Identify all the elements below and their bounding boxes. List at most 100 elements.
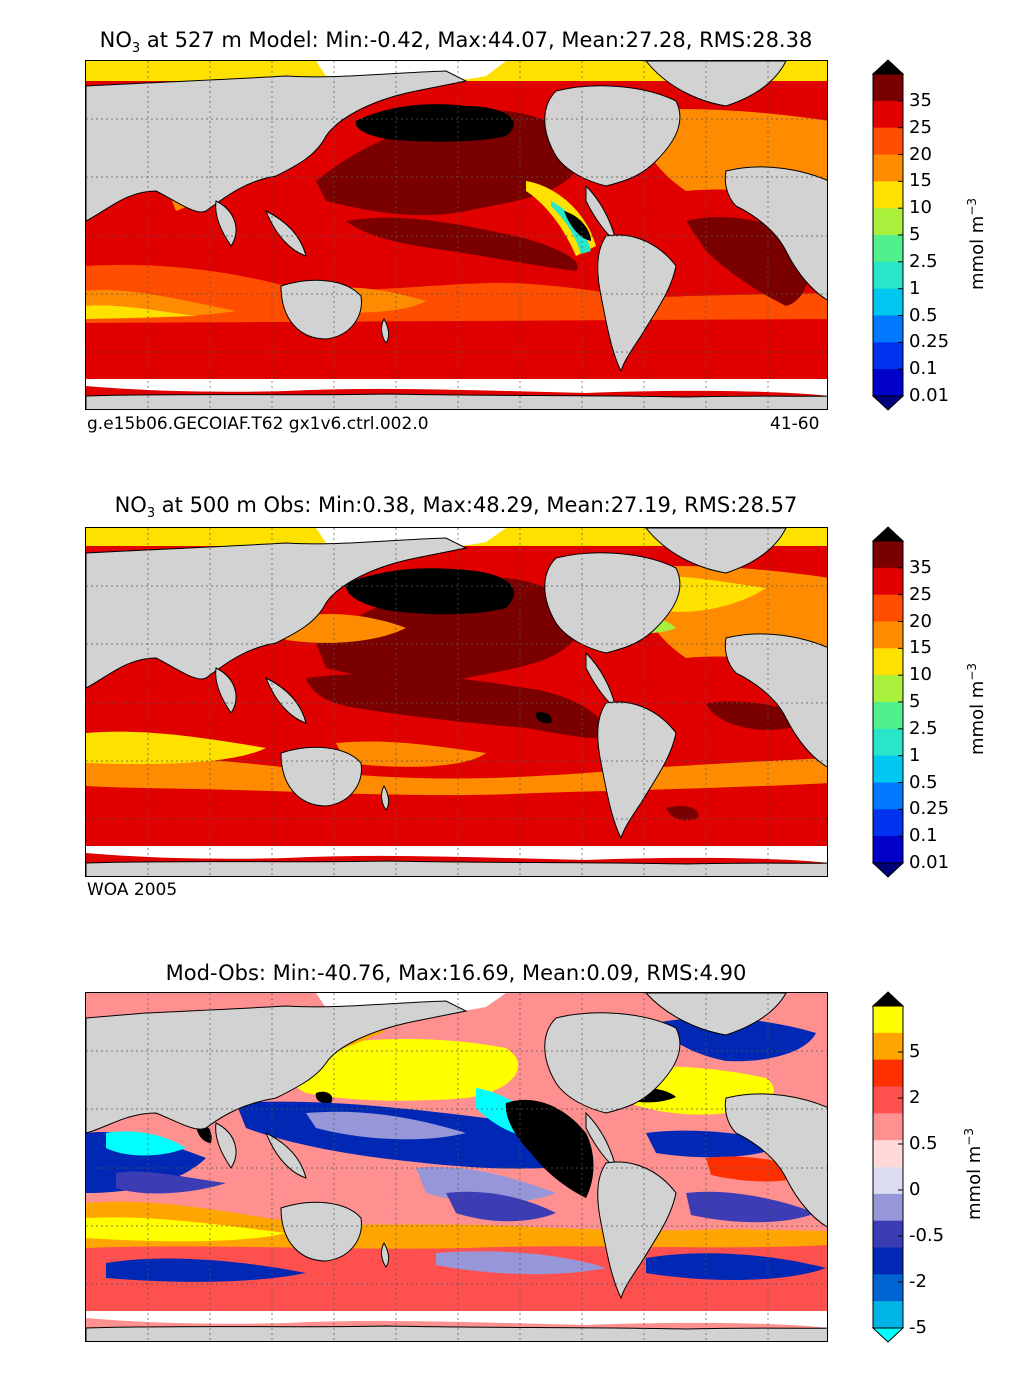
colorbar-band bbox=[873, 1193, 903, 1222]
land-south-america bbox=[597, 701, 677, 840]
north-pacific-yellow bbox=[284, 1038, 519, 1101]
colorbar-tick-label: 25 bbox=[909, 583, 932, 605]
colorbar-tick-label: 10 bbox=[909, 197, 932, 219]
colorbar-band bbox=[873, 836, 903, 864]
north-atlantic-blue bbox=[656, 1017, 816, 1062]
diff-colorbar-unit: mmol m−3 bbox=[962, 1128, 985, 1220]
band-south-lilac bbox=[436, 1251, 606, 1275]
colorbar-extend-min bbox=[871, 395, 905, 411]
colorbar-tick-label: 20 bbox=[909, 143, 932, 165]
obs-panel: NO3 at 500 m Obs: Min:0.38, Max:48.29, M… bbox=[0, 460, 1017, 920]
equatorial-black bbox=[535, 712, 552, 724]
colorbar-extend-min bbox=[871, 1327, 905, 1343]
graticule bbox=[86, 61, 827, 409]
graticule bbox=[86, 528, 827, 876]
obs-title: NO3 at 500 m Obs: Min:0.38, Max:48.29, M… bbox=[0, 493, 912, 521]
colorbar-band bbox=[873, 621, 903, 649]
colorbar-tick-label: -0.5 bbox=[909, 1225, 945, 1246]
colorbar-band bbox=[873, 261, 903, 290]
colorbar-band bbox=[873, 1247, 903, 1275]
land-australia bbox=[280, 746, 362, 807]
colorbar-tick-label: 0.5 bbox=[909, 1133, 938, 1154]
colorbar-band bbox=[873, 809, 903, 837]
colorbar-tick-label: 0.25 bbox=[909, 331, 950, 353]
land-antarctica bbox=[86, 1325, 827, 1341]
indian-cyan bbox=[106, 1131, 186, 1156]
colorbar-tick-label: 0 bbox=[909, 1179, 921, 1200]
colorbar-tick-label: -5 bbox=[909, 1317, 927, 1338]
diff-unit-sup: −3 bbox=[962, 1127, 976, 1146]
obs-colorbar bbox=[871, 526, 905, 878]
model-map bbox=[85, 60, 828, 410]
land-south-america bbox=[597, 234, 677, 373]
continents bbox=[86, 993, 827, 1341]
land-new-zealand bbox=[381, 1241, 390, 1268]
colorbar-band bbox=[873, 315, 903, 343]
diff-panel: Mod-Obs: Min:-40.76, Max:16.69, Mean:0.0… bbox=[0, 920, 1017, 1373]
colorbar-band bbox=[873, 154, 903, 182]
colorbar-tick-label: 2.5 bbox=[909, 717, 938, 739]
colorbar-tick-label: 1 bbox=[909, 277, 921, 299]
model-unit-sup: −3 bbox=[965, 197, 979, 216]
obs-title-text: at 500 m Obs: Min:0.38, Max:48.29, Mean:… bbox=[155, 493, 798, 517]
colorbar-band bbox=[873, 235, 903, 263]
colorbar-tick-label: 15 bbox=[909, 170, 932, 192]
colorbar-band bbox=[873, 594, 903, 622]
colorbar-tick-label: 0.01 bbox=[909, 852, 950, 873]
land-eurasia bbox=[86, 537, 468, 689]
model-colorbar-svg bbox=[871, 59, 905, 411]
model-map-plot bbox=[86, 61, 827, 409]
band-south-blue-2 bbox=[646, 1253, 826, 1280]
colorbar-tick-label: 35 bbox=[909, 556, 932, 578]
colorbar-tick-label: 35 bbox=[909, 89, 932, 111]
colorbar-extend-max bbox=[871, 526, 905, 542]
land-north-america bbox=[544, 552, 681, 654]
colorbar-band bbox=[873, 342, 903, 370]
colorbar-tick-label: 15 bbox=[909, 637, 932, 659]
band-south-blue bbox=[106, 1258, 306, 1282]
land-north-america bbox=[544, 1012, 681, 1114]
colorbar-band bbox=[873, 74, 903, 102]
colorbar-band bbox=[873, 648, 903, 676]
colorbar-band bbox=[873, 702, 903, 730]
colorbar-band bbox=[873, 1220, 903, 1248]
diff-map bbox=[85, 992, 828, 1342]
north-pacific-maroon bbox=[316, 111, 578, 216]
colorbar-tick-label: 1 bbox=[909, 744, 921, 766]
obs-colorbar-svg bbox=[871, 526, 905, 878]
land-north-america bbox=[544, 85, 681, 187]
colorbar-band bbox=[873, 1006, 903, 1034]
model-colorbar-unit: mmol m−3 bbox=[965, 198, 988, 290]
antarctic-ice bbox=[86, 846, 827, 863]
obs-map-plot bbox=[86, 528, 827, 876]
model-colorbar bbox=[871, 59, 905, 411]
colorbar-band bbox=[873, 1059, 903, 1087]
colorbar-tick-label: 0.01 bbox=[909, 385, 950, 406]
diff-title-text: Mod-Obs: Min:-40.76, Max:16.69, Mean:0.0… bbox=[165, 961, 747, 985]
colorbar-tick-label: 25 bbox=[909, 116, 932, 138]
colorbar-band bbox=[873, 1113, 903, 1141]
land-southeast-asia bbox=[265, 1131, 307, 1179]
model-title-species: NO bbox=[99, 28, 132, 52]
land-eurasia bbox=[86, 70, 468, 222]
south-atlantic-blue bbox=[686, 1191, 816, 1223]
colorbar-tick-label: 0.1 bbox=[909, 825, 938, 847]
colorbar-tick-label: 5 bbox=[909, 224, 921, 245]
obs-caption-left: WOA 2005 bbox=[87, 880, 178, 900]
colorbar-tick-label: 0.1 bbox=[909, 358, 938, 380]
colorbar-tick-label: 10 bbox=[909, 664, 932, 686]
colorbar-extend-max bbox=[871, 59, 905, 75]
land-south-america bbox=[597, 1161, 677, 1300]
south-pacific-blue bbox=[446, 1191, 556, 1222]
colorbar-tick-label: 0.25 bbox=[909, 798, 950, 820]
diff-colorbar-svg bbox=[871, 991, 905, 1343]
south-band-orange-2 bbox=[336, 741, 486, 767]
colorbar-band bbox=[873, 782, 903, 810]
colorbar-tick-label: 5 bbox=[909, 1041, 921, 1062]
land-new-zealand bbox=[381, 784, 390, 811]
antarctic-ice bbox=[86, 379, 827, 396]
land-africa bbox=[724, 633, 827, 768]
diff-map-plot bbox=[86, 993, 827, 1341]
band-south-yellow bbox=[86, 1217, 286, 1242]
continents bbox=[86, 61, 827, 409]
